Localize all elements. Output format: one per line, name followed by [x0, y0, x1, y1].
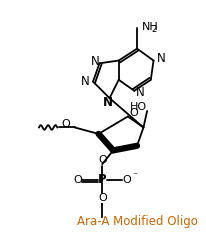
Text: HO: HO: [129, 102, 146, 112]
Text: O: O: [98, 193, 107, 203]
Text: N: N: [90, 55, 99, 68]
Text: O: O: [61, 119, 70, 129]
Text: Ara-A Modified Oligo: Ara-A Modified Oligo: [76, 215, 197, 228]
Text: N: N: [102, 96, 112, 109]
Text: 2: 2: [150, 25, 155, 34]
Text: O: O: [122, 175, 131, 185]
Text: O: O: [128, 108, 137, 118]
Text: N: N: [81, 75, 90, 88]
Text: ⁻: ⁻: [132, 171, 137, 181]
Text: NH: NH: [141, 22, 158, 32]
Text: N: N: [156, 52, 164, 65]
Text: N: N: [136, 86, 144, 99]
Text: O: O: [73, 175, 81, 185]
Text: P: P: [97, 173, 106, 186]
Text: O: O: [98, 156, 107, 165]
